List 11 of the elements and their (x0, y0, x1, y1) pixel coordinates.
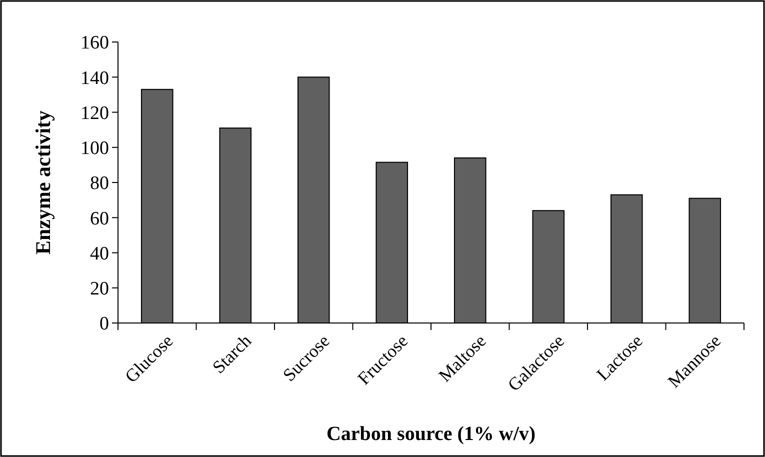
y-axis-title: Enzyme activity (31, 110, 55, 255)
y-tick-label: 100 (80, 138, 109, 160)
y-tick-label: 160 (80, 32, 109, 54)
x-axis-title: Carbon source (1% w/v) (326, 423, 536, 445)
y-tick-label: 60 (90, 208, 109, 230)
y-tick-label: 140 (80, 68, 109, 89)
y-tick-label: 80 (90, 173, 109, 194)
y-tick-label: 120 (80, 102, 109, 124)
y-tick-label: 40 (90, 243, 109, 264)
y-tick-label: 20 (90, 278, 109, 300)
y-tick-label: 0 (100, 314, 109, 335)
